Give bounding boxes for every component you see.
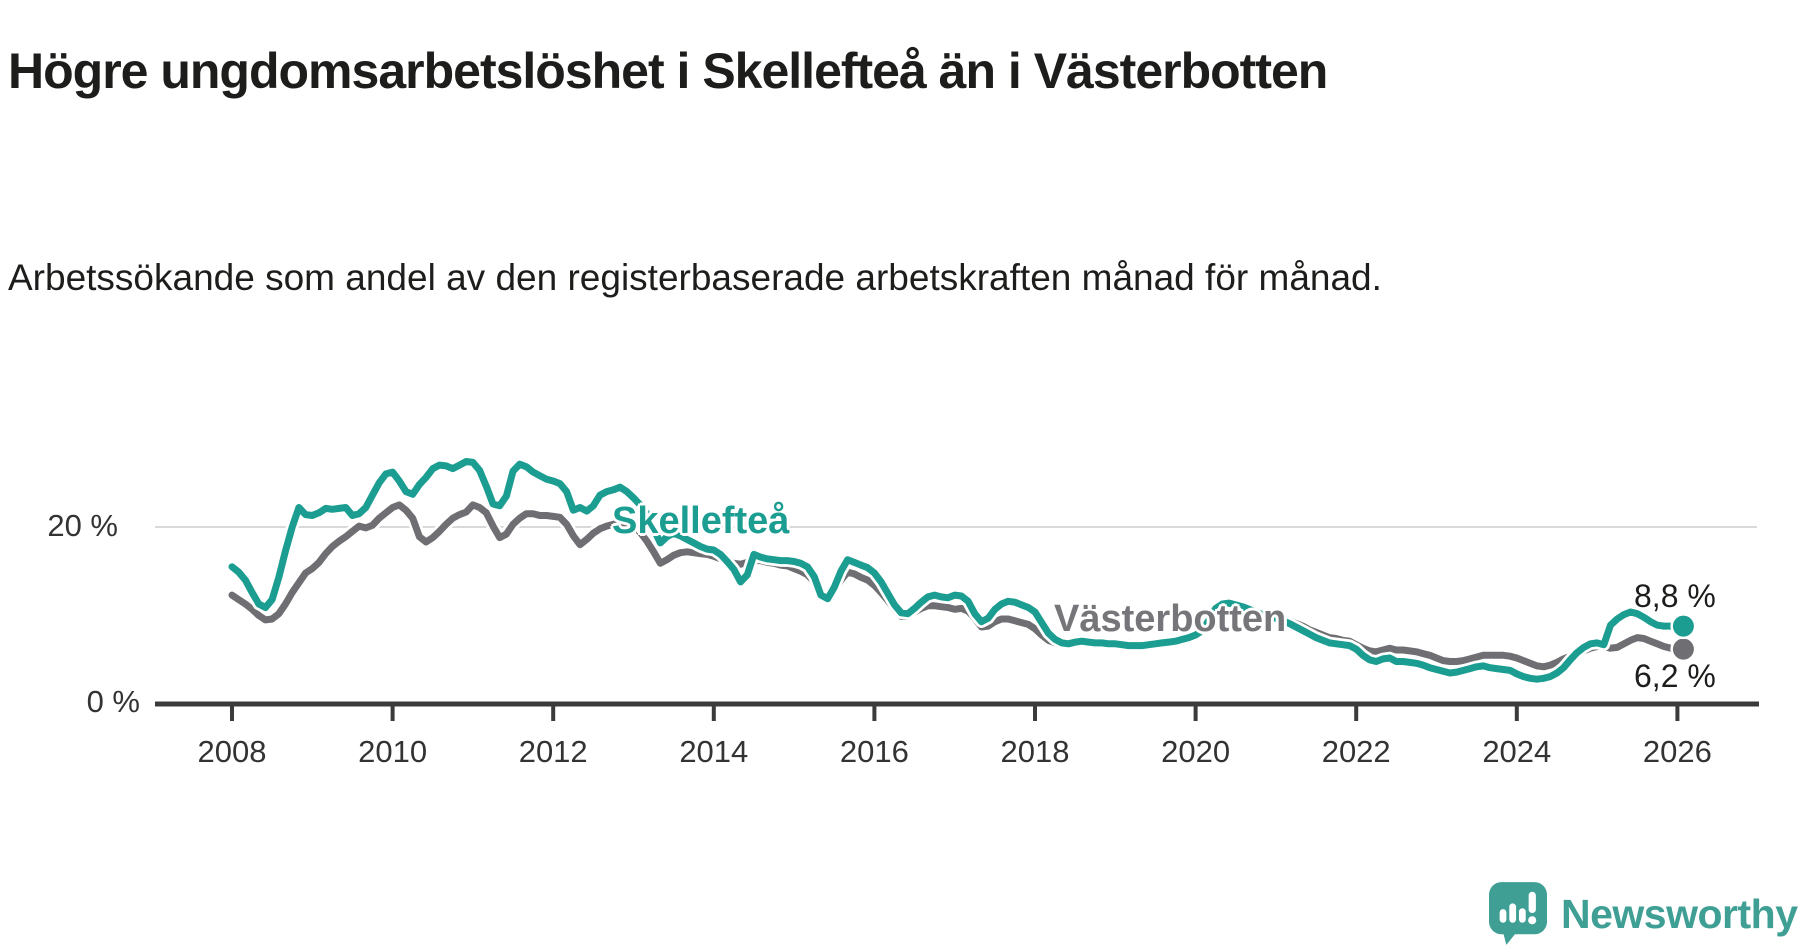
end-dot-skelleftea — [1672, 615, 1694, 637]
x-tick-label: 2010 — [358, 734, 427, 769]
series-line-vasterbotten — [228, 501, 1681, 671]
y-axis-label-20: 20 % — [47, 508, 118, 543]
page-title: Högre ungdomsarbetslöshet i Skellefteå ä… — [8, 42, 1328, 99]
newsworthy-logo-icon — [1489, 882, 1547, 945]
x-tick-label: 2022 — [1322, 734, 1391, 769]
series-label-vasterbotten: Västerbotten — [1054, 598, 1287, 640]
newsworthy-brand-text: Newsworthy — [1561, 890, 1798, 937]
y-axis-label-0: 0 % — [86, 684, 140, 719]
chart-area: 2008 2010 2012 2014 2016 2018 2020 2022 2024 2026… — [0, 380, 1800, 810]
x-tick-label: 2024 — [1482, 734, 1551, 769]
newsworthy-logo: Newsworthy — [1489, 882, 1798, 946]
page-subtitle: Arbetssökande som andel av den registerb… — [8, 257, 1382, 298]
series-line-casing — [225, 455, 1684, 686]
end-value-label-vasterbotten: 6,2 % — [1634, 658, 1716, 694]
end-value-label-skelleftea: 8,8 % — [1634, 578, 1716, 614]
line-chart: 2008 2010 2012 2014 2016 2018 2020 2022 2024 2026 — [155, 455, 1759, 769]
x-tick-label: 2012 — [519, 734, 588, 769]
end-dot-vasterbotten — [1672, 638, 1694, 660]
x-tick-label: 2020 — [1161, 734, 1230, 769]
x-tick-label: 2026 — [1643, 734, 1712, 769]
series-line-skelleftea — [228, 458, 1681, 683]
x-tick-label: 2016 — [840, 734, 909, 769]
x-tick-label: 2014 — [679, 734, 748, 769]
series-line-casing — [225, 498, 1684, 674]
series-label-skelleftea: Skellefteå — [612, 500, 790, 542]
x-tick-label: 2018 — [1001, 734, 1070, 769]
x-tick-label: 2008 — [198, 734, 267, 769]
